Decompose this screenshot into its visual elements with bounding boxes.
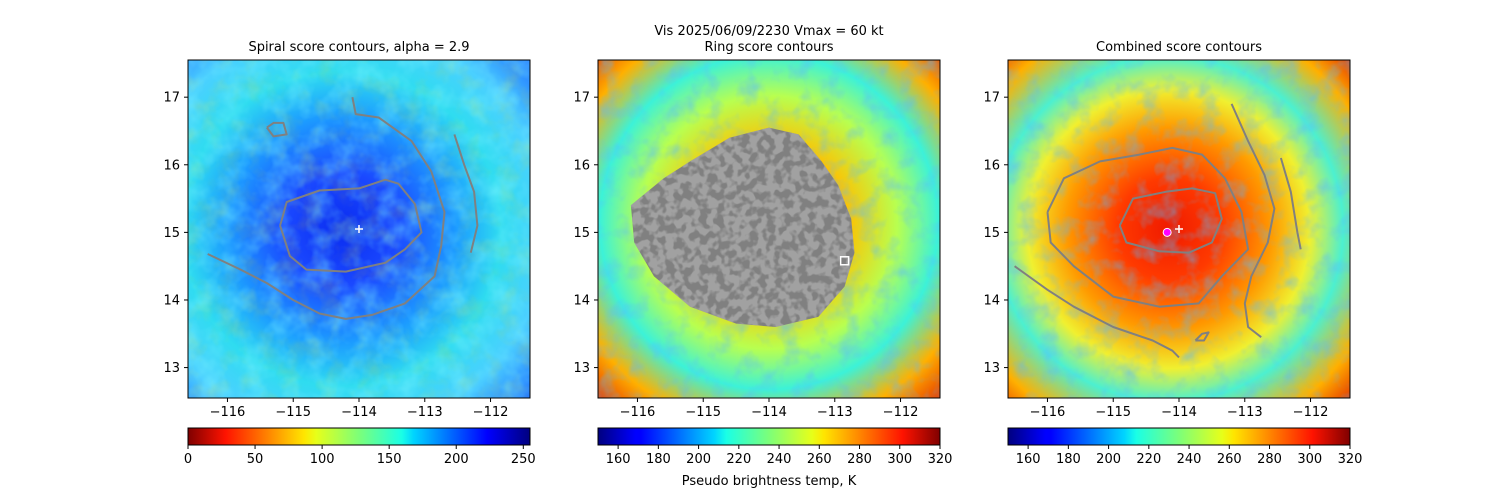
score-contour <box>1014 265 1180 359</box>
panel-title: Combined score contours <box>1096 40 1262 55</box>
colorbar <box>187 427 531 446</box>
heatmap-imagery <box>1008 60 1350 398</box>
x-tick-label: −112 <box>473 405 509 420</box>
x-tick-label: −113 <box>407 405 443 420</box>
colorbar-tick-label: 100 <box>310 452 335 467</box>
colorbar <box>1007 427 1351 446</box>
x-tick-label: −114 <box>751 405 787 420</box>
y-tick-label: 17 <box>983 91 1000 106</box>
heatmap-imagery <box>598 60 940 398</box>
colorbar-tick-label: 240 <box>767 452 792 467</box>
colorbar-tick-label: 0 <box>184 452 192 467</box>
score-contour <box>1230 103 1276 338</box>
colorbar-tick-label: 280 <box>1257 452 1282 467</box>
colorbar-tick-label: 220 <box>1136 452 1161 467</box>
x-tick-label: −116 <box>620 405 656 420</box>
colorbar-tick-label: 180 <box>646 452 671 467</box>
center-plus-marker <box>1175 225 1183 233</box>
fit-center-marker <box>1162 227 1172 237</box>
x-tick-label: −116 <box>210 405 246 420</box>
x-axis-ticks: −116 −115 −114 −113 −112 <box>620 398 919 420</box>
colorbar-tick-label: 200 <box>686 452 711 467</box>
y-tick-label: 15 <box>163 226 180 241</box>
x-tick-label: −115 <box>1095 405 1131 420</box>
colorbar-label: Pseudo brightness temp, K <box>682 474 857 489</box>
panel-combined: Combined score contours −116 −115 −114 −113… <box>983 40 1362 467</box>
x-tick-label: −114 <box>341 405 377 420</box>
heatmap-imagery <box>188 60 530 398</box>
colorbar-tick-label: 200 <box>444 452 469 467</box>
y-tick-label: 14 <box>573 293 590 308</box>
y-tick-label: 14 <box>163 293 180 308</box>
colorbar-tick-label: 300 <box>887 452 912 467</box>
score-contour <box>453 134 479 253</box>
score-contour <box>1118 187 1223 254</box>
colorbar-tick-label: 240 <box>1177 452 1202 467</box>
ring-score-speckle <box>630 127 855 327</box>
y-tick-label: 15 <box>573 226 590 241</box>
figure-suptitle: Vis 2025/06/09/2230 Vmax = 60 kt <box>654 24 883 39</box>
colorbar-tick-label: 50 <box>247 452 264 467</box>
x-tick-label: −115 <box>685 405 721 420</box>
score-contour <box>279 178 423 273</box>
y-tick-label: 17 <box>573 91 590 106</box>
colorbar-tick-label: 200 <box>1096 452 1121 467</box>
square-marker <box>839 256 850 266</box>
x-tick-label: −113 <box>1227 405 1263 420</box>
x-tick-label: −112 <box>1293 405 1329 420</box>
score-contour <box>1279 157 1302 250</box>
colorbar-tick-label: 320 <box>1338 452 1363 467</box>
colorbar-tick-label: 160 <box>606 452 631 467</box>
score-contour <box>1046 146 1250 308</box>
panel-title: Spiral score contours, alpha = 2.9 <box>248 40 469 55</box>
contour-lines <box>207 97 479 320</box>
y-axis-ticks: 13 14 15 16 17 <box>983 91 1008 376</box>
colorbar-tick-label: 250 <box>511 452 536 467</box>
colorbar-tick-label: 220 <box>726 452 751 467</box>
y-axis-ticks: 13 14 15 16 17 <box>573 91 598 376</box>
colorbar-tick-label: 260 <box>807 452 832 467</box>
colorbar-tick-label: 300 <box>1297 452 1322 467</box>
y-tick-label: 15 <box>983 226 1000 241</box>
y-tick-label: 16 <box>983 158 1000 173</box>
score-contour <box>266 121 288 138</box>
score-contour <box>1194 331 1210 342</box>
panel-ring: Ring score contours −116 −115 −114 −113 −112… <box>573 40 952 489</box>
colorbar-tick-label: 260 <box>1217 452 1242 467</box>
colorbar-tick-label: 320 <box>928 452 953 467</box>
colorbar-tick-label: 180 <box>1056 452 1081 467</box>
score-contour <box>207 97 446 320</box>
y-tick-label: 14 <box>983 293 1000 308</box>
x-tick-label: −116 <box>1030 405 1066 420</box>
x-tick-label: −115 <box>275 405 311 420</box>
y-tick-label: 17 <box>163 91 180 106</box>
center-plus-marker <box>355 225 363 233</box>
contour-lines <box>1014 103 1302 359</box>
panel-spiral: Spiral score contours, alpha = 2.9 −116−… <box>163 40 535 467</box>
y-tick-label: 13 <box>983 361 1000 376</box>
x-axis-ticks: −116 −115 −114 −113 −112 <box>210 398 509 420</box>
panel-title: Ring score contours <box>704 40 833 55</box>
colorbar-ticks: 0 50 100 150 200 250 <box>184 445 536 467</box>
colorbar-ticks: 160 180 200 220 240 260 280 300 320 <box>1016 445 1363 467</box>
y-tick-label: 16 <box>573 158 590 173</box>
colorbar-tick-label: 160 <box>1016 452 1041 467</box>
colorbar-tick-label: 280 <box>847 452 872 467</box>
y-axis-ticks: 13 14 15 16 17 <box>163 91 188 376</box>
y-tick-label: 13 <box>163 361 180 376</box>
x-tick-label: −112 <box>883 405 919 420</box>
colorbar-ticks: 160 180 200 220 240 260 280 300 320 <box>606 445 953 467</box>
x-tick-label: −113 <box>817 405 853 420</box>
colorbar <box>597 427 941 446</box>
x-tick-label: −114 <box>1161 405 1197 420</box>
y-tick-label: 13 <box>573 361 590 376</box>
y-tick-label: 16 <box>163 158 180 173</box>
x-axis-ticks: −116 −115 −114 −113 −112 <box>1030 398 1329 420</box>
colorbar-tick-label: 150 <box>377 452 402 467</box>
